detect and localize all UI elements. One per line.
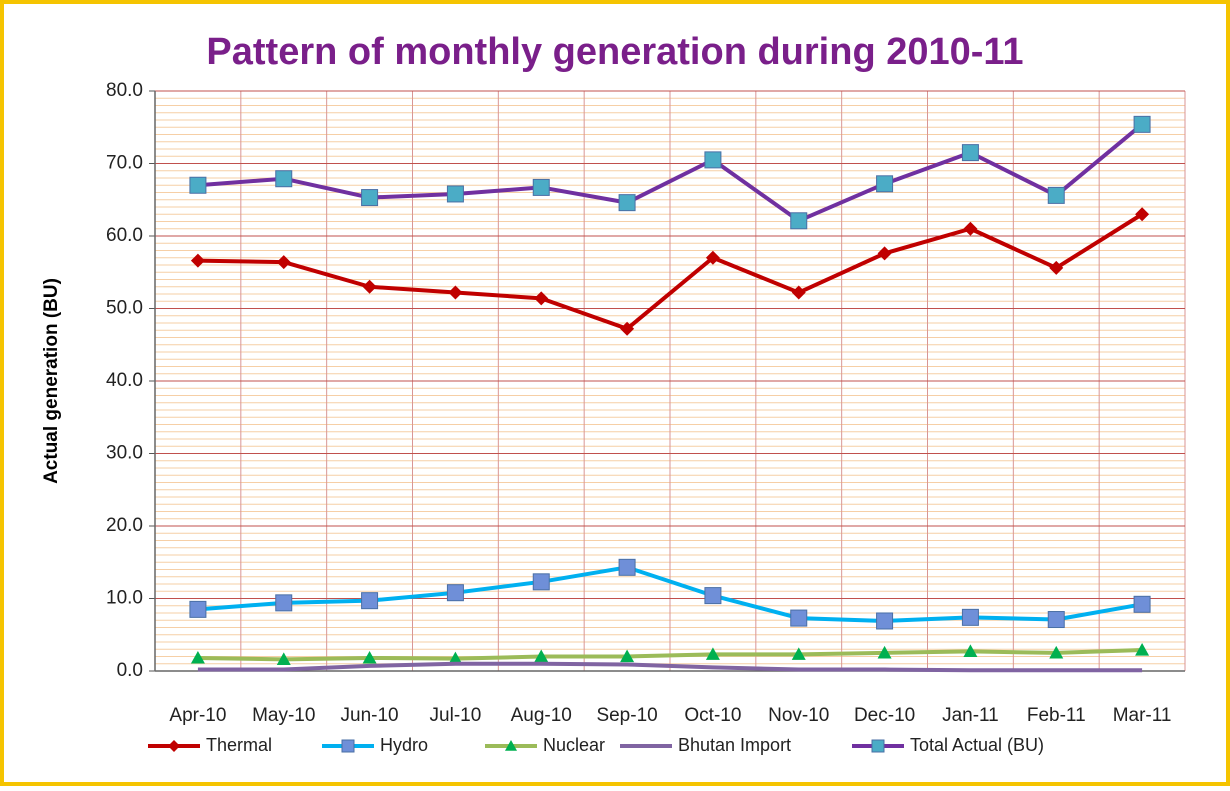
x-tick-label: Aug-10	[511, 705, 572, 726]
legend-marker	[871, 739, 885, 753]
data-point	[618, 194, 636, 212]
data-point	[704, 151, 722, 169]
data-point	[961, 608, 979, 626]
data-point	[275, 170, 293, 188]
data-point	[189, 600, 207, 618]
legend-label: Nuclear	[543, 735, 605, 755]
series-line	[197, 661, 1143, 673]
data-point	[705, 250, 720, 265]
data-point	[534, 649, 549, 663]
series-line	[197, 647, 1143, 662]
data-point	[361, 189, 379, 207]
data-point	[877, 246, 892, 261]
data-point	[791, 285, 806, 300]
data-point	[1047, 186, 1065, 204]
data-point	[276, 255, 291, 270]
data-point	[446, 584, 464, 602]
x-tick-label: Apr-10	[169, 705, 226, 726]
data-point	[532, 178, 550, 196]
data-point	[963, 221, 978, 236]
data-point	[534, 291, 549, 306]
data-point	[963, 644, 978, 658]
data-point	[1133, 595, 1151, 613]
legend-marker	[168, 740, 180, 752]
data-point	[705, 647, 720, 660]
y-tick-label: 70.0	[106, 153, 143, 174]
data-point	[532, 573, 550, 591]
y-tick-label: 10.0	[106, 588, 143, 609]
x-tick-label: May-10	[252, 705, 315, 726]
data-point	[790, 609, 808, 627]
data-point	[1049, 645, 1064, 659]
data-point	[790, 212, 808, 230]
data-point	[190, 253, 205, 268]
legend-label: Bhutan Import	[678, 735, 791, 755]
data-point	[704, 587, 722, 605]
data-point	[361, 592, 379, 610]
data-point	[446, 185, 464, 203]
x-tick-label: Feb-11	[1027, 705, 1086, 726]
data-point	[362, 650, 377, 664]
x-tick-label: Jan-11	[942, 705, 999, 726]
y-tick-label: 0.0	[117, 660, 143, 681]
y-tick-label: 40.0	[106, 370, 143, 391]
data-point	[1133, 115, 1151, 133]
data-point	[877, 645, 892, 659]
data-point	[876, 612, 894, 630]
data-point	[189, 176, 207, 194]
legend-marker	[505, 740, 517, 751]
legend-label: Hydro	[380, 735, 428, 755]
data-point	[448, 285, 463, 300]
x-tick-label: Sep-10	[596, 705, 657, 726]
chart-title: Pattern of monthly generation during 201…	[206, 31, 1023, 73]
data-point	[362, 279, 377, 294]
y-tick-label: 50.0	[106, 298, 143, 319]
x-tick-label: Oct-10	[684, 705, 741, 726]
x-tick-label: Jun-10	[341, 705, 399, 726]
data-point	[876, 175, 894, 193]
y-tick-label: 60.0	[106, 225, 143, 246]
y-tick-label: 80.0	[106, 80, 143, 101]
data-point	[961, 144, 979, 162]
data-point	[448, 651, 463, 665]
x-tick-label: Mar-11	[1113, 705, 1172, 726]
data-point	[276, 652, 291, 665]
x-tick-label: Nov-10	[768, 705, 829, 726]
data-point	[620, 321, 635, 336]
data-point	[618, 558, 636, 576]
y-tick-label: 30.0	[106, 443, 143, 464]
series-line	[197, 122, 1144, 223]
y-axis-label: Actual generation (BU)	[41, 278, 62, 484]
data-point	[275, 594, 293, 612]
data-point	[190, 650, 205, 664]
legend-marker	[341, 739, 355, 753]
x-tick-label: Dec-10	[854, 705, 915, 726]
data-point	[1049, 260, 1064, 275]
x-tick-label: Jul-10	[430, 705, 482, 726]
data-point	[1047, 611, 1065, 629]
series-line	[197, 212, 1144, 331]
data-point	[791, 647, 806, 660]
data-point	[620, 649, 635, 663]
series-line	[197, 565, 1143, 623]
data-point	[1135, 207, 1150, 222]
data-point	[1135, 642, 1150, 656]
y-tick-label: 20.0	[106, 515, 143, 536]
legend-label: Total Actual (BU)	[910, 735, 1044, 755]
legend-label: Thermal	[206, 735, 272, 755]
